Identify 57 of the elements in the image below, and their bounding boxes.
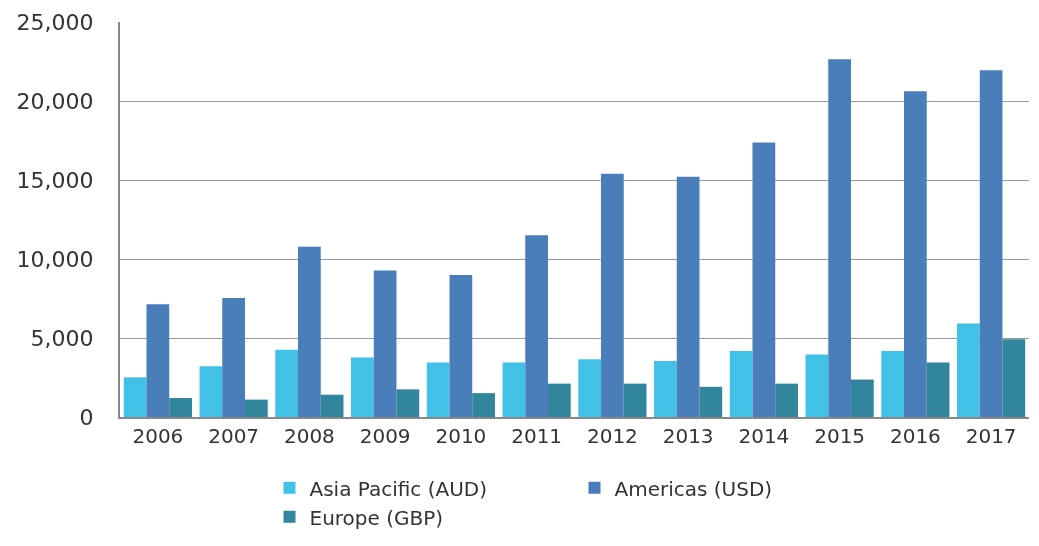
x-tick-label: 2006 <box>132 424 184 448</box>
y-tick-label: 20,000 <box>16 88 94 114</box>
bar <box>752 142 776 417</box>
bar <box>676 176 700 417</box>
x-tick-label: 2014 <box>738 424 790 448</box>
bar <box>502 362 526 417</box>
bar <box>169 398 192 417</box>
y-tick-label: 10,000 <box>16 246 94 272</box>
bar <box>957 323 980 417</box>
bar <box>601 173 624 417</box>
bar <box>904 91 927 417</box>
legend-label: Europe (GBP) <box>309 505 444 530</box>
bar <box>222 298 245 417</box>
bar <box>199 366 223 417</box>
bar <box>828 59 851 417</box>
x-tick-label: 2011 <box>511 424 563 448</box>
bar <box>654 360 677 417</box>
bar <box>881 350 905 417</box>
x-tick-label: 2008 <box>283 424 335 448</box>
y-tick-label: 25,000 <box>16 9 94 35</box>
bar <box>775 383 798 417</box>
bar <box>729 350 753 417</box>
bar <box>525 235 548 417</box>
y-tick-label: 15,000 <box>16 167 94 193</box>
bar <box>146 304 170 417</box>
bar <box>926 362 950 417</box>
x-tick-label: 2010 <box>435 424 487 448</box>
bar <box>449 275 473 417</box>
bar <box>472 393 495 417</box>
x-tick-label: 2016 <box>889 424 941 448</box>
x-tick-label: 2017 <box>965 424 1017 448</box>
bar <box>123 377 147 417</box>
bar <box>275 349 299 417</box>
x-tick-label: 2012 <box>586 424 638 448</box>
bar <box>578 359 602 417</box>
x-tick-label: 2007 <box>208 424 260 448</box>
x-tick-label: 2013 <box>662 424 714 448</box>
bar <box>547 383 571 417</box>
x-tick-label: 2015 <box>814 424 866 448</box>
legend-label: Americas (USD) <box>614 476 773 501</box>
bar <box>298 246 321 417</box>
y-tick-label: 5,000 <box>30 325 94 351</box>
bar <box>805 354 829 417</box>
bar <box>979 70 1003 417</box>
bar <box>351 357 374 417</box>
legend-label: Asia Pacific (AUD) <box>309 476 488 501</box>
bar <box>1002 339 1026 417</box>
bar <box>699 386 723 417</box>
x-tick-label: 2009 <box>359 424 411 448</box>
bar <box>396 389 420 417</box>
bar <box>373 270 397 417</box>
bar <box>426 362 450 417</box>
bar <box>320 394 344 417</box>
bar <box>244 399 268 417</box>
y-tick-label: 0 <box>79 404 94 430</box>
bar <box>850 379 874 417</box>
bar <box>623 383 647 417</box>
